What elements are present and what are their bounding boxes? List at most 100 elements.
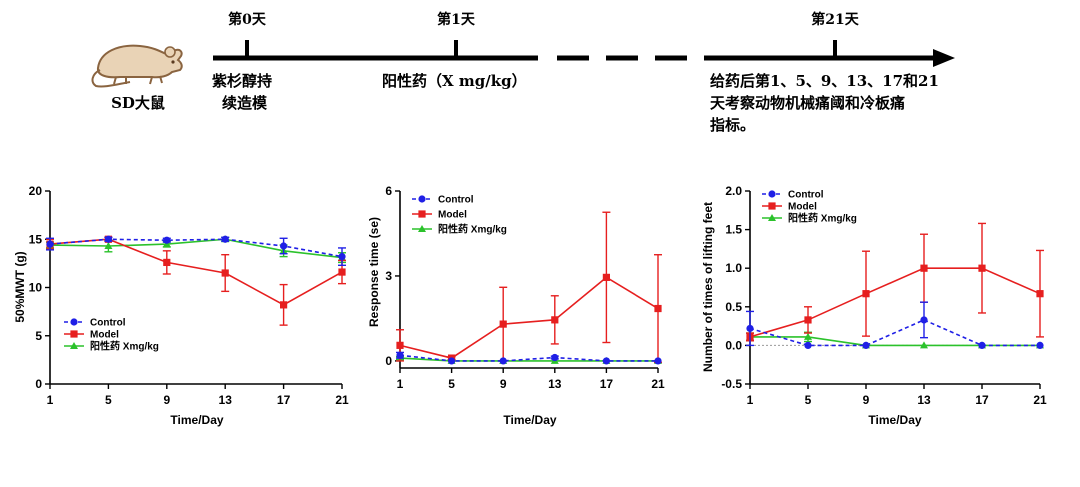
- chart-lifting-xlabel: Time/Day: [868, 413, 921, 427]
- series-control-point: [499, 357, 507, 365]
- x-tick-label: 21: [335, 393, 349, 407]
- x-tick-label: 21: [1033, 393, 1047, 407]
- model-text-line1: 紫杉醇持: [212, 72, 272, 90]
- y-tick-label: 6: [385, 184, 392, 198]
- legend-drug-point: [70, 342, 78, 349]
- series-control-point: [746, 324, 754, 333]
- chart-lifting-feet: Number of times of lifting feet Time/Day…: [701, 184, 1047, 427]
- series-control-point: [221, 235, 229, 243]
- x-tick-label: 17: [277, 393, 291, 407]
- series-control-line: [399, 354, 658, 362]
- observe-text-line1: 给药后第1、5、9、13、17和21: [710, 72, 939, 90]
- series-model-line: [399, 276, 659, 359]
- y-tick-label: 20: [29, 184, 43, 198]
- series-model-point: [804, 316, 812, 324]
- series-model-line: [49, 238, 343, 306]
- chart-lifting-ylabel: Number of times of lifting feet: [701, 202, 715, 372]
- series-control-point: [978, 341, 986, 349]
- series-control-point: [448, 357, 456, 365]
- y-tick-label: -0.5: [721, 377, 742, 391]
- series-model-point: [396, 341, 404, 349]
- series-model-point: [280, 301, 288, 309]
- y-tick-label: 1.0: [725, 261, 742, 275]
- y-tick-label: 2.0: [725, 184, 742, 198]
- x-tick-label: 1: [397, 377, 404, 391]
- legend-control-label: Control: [90, 318, 126, 329]
- y-tick-label: 0: [385, 354, 392, 368]
- series-model-point: [499, 320, 507, 328]
- y-tick-label: 0.0: [725, 338, 742, 352]
- series-control-line: [749, 319, 1040, 347]
- series-control-point: [551, 353, 559, 362]
- series-drug-point: [920, 341, 928, 349]
- legend-drug-point: [768, 214, 776, 221]
- x-tick-label: 1: [47, 393, 54, 407]
- series-control-point: [804, 341, 812, 349]
- series-control-point: [280, 242, 288, 250]
- day0-label: 第0天: [228, 11, 267, 28]
- drug-text: 阳性药（X mg/kg）: [382, 72, 527, 90]
- legend-model-point: [70, 330, 78, 338]
- x-tick-label: 5: [448, 377, 455, 391]
- chart-mwt-xlabel: Time/Day: [170, 413, 223, 427]
- model-text-line2: 续造模: [222, 94, 268, 112]
- day1-label: 第1天: [437, 11, 476, 28]
- x-tick-label: 5: [105, 393, 112, 407]
- x-tick-label: 9: [863, 393, 870, 407]
- legend-drug-label: 阳性药 Xmg/kg: [438, 223, 507, 236]
- legend-drug-label: 阳性药 Xmg/kg: [788, 212, 857, 225]
- observe-text-line2: 天考察动物机械痛阈和冷板痛: [710, 94, 905, 112]
- series-model-point: [654, 304, 662, 313]
- y-tick-label: 0: [35, 377, 42, 391]
- x-tick-label: 9: [500, 377, 507, 391]
- series-model-point: [221, 269, 229, 277]
- legend-control-label: Control: [788, 190, 824, 201]
- legend-model-point: [418, 210, 426, 218]
- timeline-arrow: [213, 40, 955, 67]
- series-control-point: [862, 341, 870, 349]
- series-model-point: [862, 290, 870, 298]
- y-tick-label: 0.5: [725, 300, 742, 314]
- legend-control-point: [70, 318, 78, 326]
- legend-control-point: [418, 195, 426, 203]
- chart-mwt-ylabel: 50%MWT (g): [13, 251, 27, 322]
- x-tick-label: 13: [219, 393, 233, 407]
- x-tick-label: 1: [747, 393, 754, 407]
- series-control-point: [602, 357, 611, 365]
- series-model-point: [338, 268, 346, 276]
- y-tick-label: 10: [29, 281, 43, 295]
- legend-control-label: Control: [438, 195, 474, 206]
- chart-response-xlabel: Time/Day: [503, 413, 556, 427]
- series-model-point: [163, 258, 171, 267]
- series-model-point: [1036, 290, 1044, 298]
- series-control-point: [396, 351, 404, 359]
- x-tick-label: 5: [805, 393, 812, 407]
- series-drug-line: [49, 238, 343, 259]
- series-model-point: [920, 264, 928, 272]
- legend-drug-label: 阳性药 Xmg/kg: [90, 340, 159, 353]
- series-control-point: [1036, 341, 1044, 349]
- rat-label: SD大鼠: [111, 94, 165, 112]
- legend-model-label: Model: [788, 202, 817, 213]
- legend-model-label: Model: [438, 210, 467, 221]
- series-control-point: [920, 316, 928, 324]
- x-tick-label: 9: [163, 393, 170, 407]
- x-tick-label: 13: [548, 377, 562, 391]
- x-tick-label: 17: [600, 377, 614, 391]
- y-tick-label: 15: [29, 232, 43, 246]
- series-control-point: [104, 235, 112, 243]
- series-model-point: [602, 273, 610, 281]
- rat-icon: [91, 44, 183, 88]
- series-model-line: [749, 267, 1041, 338]
- x-tick-label: 17: [975, 393, 989, 407]
- series-model-point: [978, 264, 986, 272]
- y-tick-label: 1.5: [725, 223, 742, 237]
- series-control-point: [338, 253, 346, 261]
- series-model-point: [551, 316, 559, 324]
- legend-control-point: [768, 190, 776, 198]
- observe-text-line3: 指标。: [710, 116, 755, 134]
- legend-drug-point: [418, 225, 426, 232]
